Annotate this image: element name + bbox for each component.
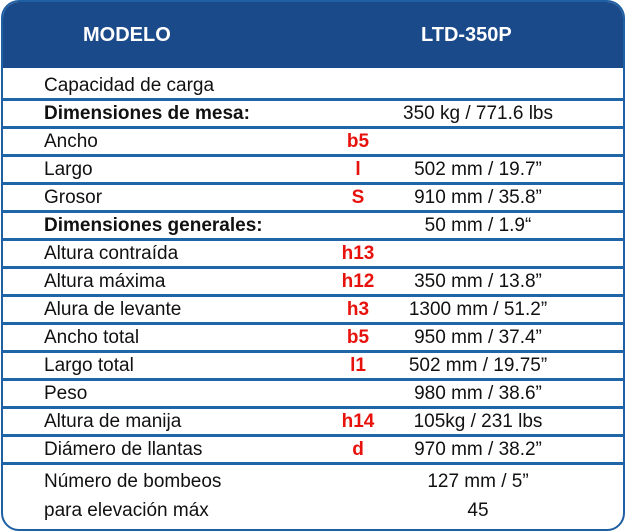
model-value: LTD-350P xyxy=(421,24,512,46)
spec-label: para elevación máx xyxy=(44,500,209,521)
spec-value: 502 mm / 19.75” xyxy=(408,355,548,376)
spec-row: Número de bombeos 127 mm / 5” xyxy=(3,465,623,494)
dimension-code: b5 xyxy=(346,327,370,348)
dimension-code: l1 xyxy=(350,355,366,376)
dimension-code: h14 xyxy=(341,411,375,432)
spec-value: 350 mm / 13.8” xyxy=(414,271,542,292)
spec-label: Grosor xyxy=(44,187,103,208)
spec-row: Largo total l1 502 mm / 19.75” xyxy=(3,353,623,381)
spec-label: Ancho xyxy=(44,131,98,152)
dimension-code: l xyxy=(355,159,361,180)
model-label: MODELO xyxy=(83,24,171,46)
spec-row: Peso 980 mm / 38.6” xyxy=(3,381,623,409)
spec-row: Ancho b5 xyxy=(3,129,623,157)
spec-row: Altura contraída h13 xyxy=(3,241,623,269)
spec-value: 50 mm / 1.9“ xyxy=(424,215,532,236)
spec-row: Alura de levante h3 1300 mm / 51.2” xyxy=(3,297,623,325)
dimension-code: h3 xyxy=(346,299,370,320)
spec-value: 45 xyxy=(467,500,489,521)
spec-row: Grosor S 910 mm / 35.8” xyxy=(3,185,623,213)
spec-label: Altura máxima xyxy=(44,271,166,292)
spec-rows: Capacidad de carga Dimensiones de mesa: 35… xyxy=(3,68,623,523)
spec-label: Dimensiones de mesa: xyxy=(44,103,250,124)
spec-row: Largo l 502 mm / 19.7” xyxy=(3,157,623,185)
spec-value: 950 mm / 37.4” xyxy=(414,327,542,348)
spec-row: Ancho total b5 950 mm / 37.4” xyxy=(3,325,623,353)
table-header: MODELO LTD-350P xyxy=(3,2,623,68)
spec-label: Número de bombeos xyxy=(44,471,222,492)
dimension-code: h12 xyxy=(341,271,375,292)
spec-value: 970 mm / 38.2” xyxy=(414,439,542,460)
spec-row: para elevación máx 45 xyxy=(3,494,623,523)
dimension-code: b5 xyxy=(346,131,370,152)
spec-label: Largo total xyxy=(44,355,134,376)
spec-row: Altura máxima h12 350 mm / 13.8” xyxy=(3,269,623,297)
spec-value: 980 mm / 38.6” xyxy=(414,383,542,404)
spec-row: Dimensiones generales: 50 mm / 1.9“ xyxy=(3,213,623,241)
spec-row: Altura de manija h14 105kg / 231 lbs xyxy=(3,409,623,437)
spec-row: Dimensiones de mesa: 350 kg / 771.6 lbs xyxy=(3,101,623,129)
spec-label: Capacidad de carga xyxy=(44,75,215,96)
spec-value: 1300 mm / 51.2” xyxy=(408,299,548,320)
spec-label: Peso xyxy=(44,383,88,404)
spec-label: Alura de levante xyxy=(44,299,182,320)
spec-label: Largo xyxy=(44,159,93,180)
spec-row: Diámero de llantas d 970 mm / 38.2” xyxy=(3,437,623,465)
spec-label: Altura de manija xyxy=(44,411,182,432)
dimension-code: h13 xyxy=(341,243,375,264)
spec-label: Dimensiones generales: xyxy=(44,215,263,236)
spec-row: Capacidad de carga xyxy=(3,68,623,101)
spec-value: 350 kg / 771.6 lbs xyxy=(403,103,553,124)
spec-label: Diámero de llantas xyxy=(44,439,203,460)
spec-value: 127 mm / 5” xyxy=(427,471,529,492)
spec-value: 502 mm / 19.7” xyxy=(414,159,542,180)
dimension-code: d xyxy=(352,439,364,460)
dimension-code: S xyxy=(351,187,365,208)
spec-label: Altura contraída xyxy=(44,243,179,264)
spec-value: 105kg / 231 lbs xyxy=(413,411,543,432)
spec-label: Ancho total xyxy=(44,327,140,348)
spec-value: 910 mm / 35.8” xyxy=(414,187,542,208)
